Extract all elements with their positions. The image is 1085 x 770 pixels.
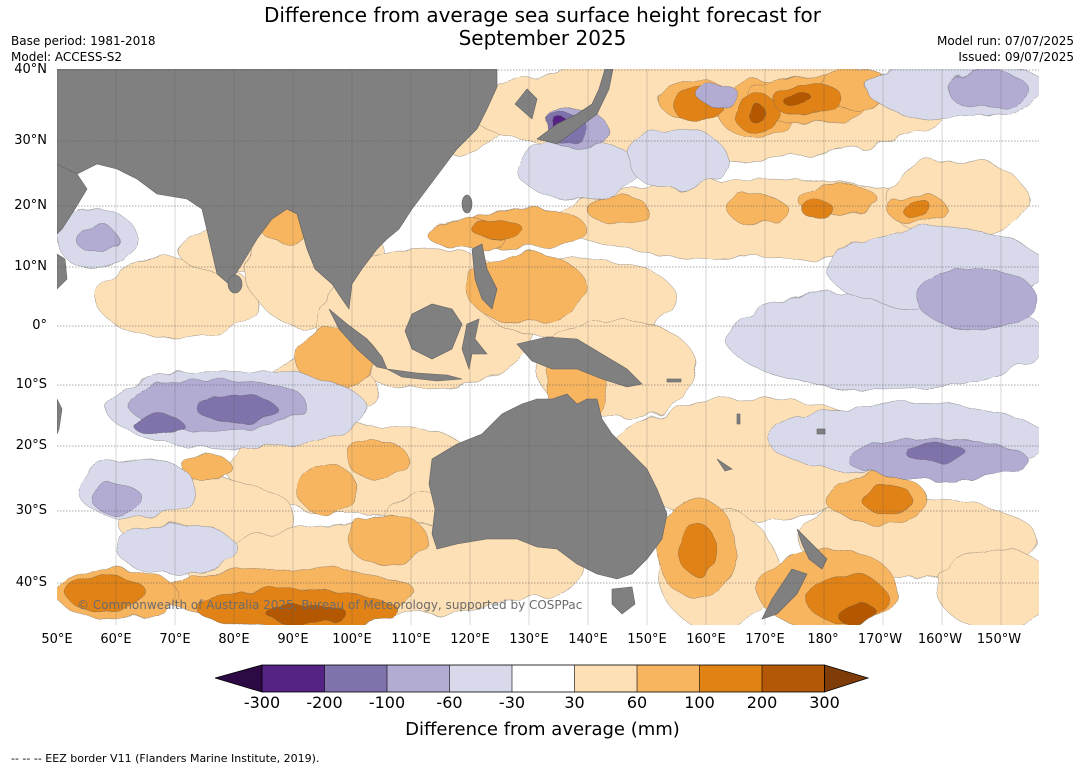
copyright-text: © Commonwealth of Australia 2025, Bureau… [77, 598, 583, 612]
colorbar-bin-3 [387, 665, 450, 692]
colorbar-bin-4 [449, 665, 512, 692]
borneo [404, 303, 463, 360]
lon-label-150e: 150°E [627, 632, 667, 647]
new-caledonia [716, 458, 733, 472]
colorbar-tick-200: 200 [746, 693, 778, 712]
lon-label-160w: 160°W [917, 632, 963, 647]
lon-label-130e: 130°E [509, 632, 549, 647]
lat-label-30n: 30°N [14, 133, 47, 148]
colorbar-bin-9 [762, 665, 825, 692]
lon-label-50e: 50°E [41, 632, 73, 647]
title-line-2: September 2025 [458, 26, 627, 50]
fiji [816, 428, 826, 435]
lat-label-20s: 20°S [15, 438, 47, 453]
base-period-text: Base period: 1981-2018 [11, 34, 156, 48]
model-info: Base period: 1981-2018 Model: ACCESS-S2 [11, 33, 156, 65]
lon-label-80e: 80°E [218, 632, 250, 647]
colorbar-tick-30: 30 [564, 693, 585, 712]
lat-label-equator: 0° [32, 318, 47, 333]
lat-label-10n: 10°N [14, 259, 47, 274]
korea-japan [514, 69, 614, 145]
africa-edge [57, 253, 68, 435]
lat-label-20n: 20°N [14, 198, 47, 213]
model-name-text: Model: ACCESS-S2 [11, 50, 123, 64]
lon-label-90e: 90°E [277, 632, 309, 647]
colorbar-tick-100: 100 [684, 693, 715, 712]
colorbar-tick-minus100: -100 [368, 693, 406, 712]
lon-label-140e: 140°E [568, 632, 608, 647]
eez-border-note: -- -- -- EEZ border V11 (Flanders Marine… [11, 752, 320, 765]
sea-surface-height-map [57, 69, 1039, 625]
lon-label-120e: 120°E [450, 632, 490, 647]
colorbar-extend-low [215, 664, 263, 693]
lat-label-10s: 10°S [15, 377, 47, 392]
lat-label-30s: 30°S [15, 503, 47, 518]
asia-landmass [57, 69, 498, 310]
run-info: Model run: 07/07/2025 Issued: 09/07/2025 [937, 33, 1074, 65]
title-line-1: Difference from average sea surface heig… [263, 3, 822, 27]
colorbar-bin-6 [574, 665, 637, 692]
java [386, 368, 463, 382]
lon-label-160e: 160°E [686, 632, 726, 647]
taiwan [461, 194, 473, 214]
colorbar-tick-60: 60 [626, 693, 648, 712]
australia [428, 393, 668, 580]
lon-label-170e: 170°E [745, 632, 785, 647]
colorbar-tick-minus30: -30 [498, 693, 526, 712]
colorbar-extend-high [824, 664, 870, 693]
sri-lanka [227, 274, 243, 294]
new-zealand-north [796, 528, 828, 570]
lon-label-100e: 100°E [332, 632, 372, 647]
lon-label-180: 180° [807, 632, 839, 647]
colorbar-title: Difference from average (mm) [405, 719, 680, 740]
colorbar-bin-2 [324, 665, 387, 692]
chart-title: Difference from average sea surface heig… [0, 4, 1085, 50]
lat-label-40n: 40°N [14, 62, 47, 77]
colorbar-bin-8 [699, 665, 762, 692]
new-guinea [516, 336, 643, 388]
lon-label-110e: 110°E [391, 632, 431, 647]
model-run-text: Model run: 07/07/2025 [936, 34, 1074, 48]
solomon-islands [666, 378, 682, 383]
lat-label-40s: 40°S [15, 575, 47, 590]
arabian-peninsula [57, 163, 88, 235]
vanuatu [736, 413, 741, 425]
colorbar-bin-7 [637, 665, 700, 692]
colorbar-tick-minus60: -60 [436, 693, 463, 712]
meridians [115, 69, 1002, 625]
colorbar-bin-1 [262, 665, 325, 692]
philippines [471, 243, 498, 310]
anomaly-minus200-minus100 [131, 113, 968, 465]
issued-date-text: Issued: 09/07/2025 [958, 50, 1074, 64]
lon-label-60e: 60°E [100, 632, 132, 647]
lon-label-170w: 170°W [857, 632, 903, 647]
sulawesi [461, 318, 488, 371]
tasmania [611, 586, 636, 615]
colorbar [215, 664, 870, 693]
new-zealand-south [761, 568, 808, 620]
colorbar-tick-minus300: -300 [243, 693, 281, 712]
lon-label-150w: 150°W [976, 632, 1022, 647]
colorbar-tick-minus200: -200 [306, 693, 343, 712]
colorbar-bin-5 [512, 665, 575, 692]
colorbar-tick-300: 300 [809, 693, 840, 712]
land-masses [57, 69, 828, 620]
lon-label-70e: 70°E [159, 632, 191, 647]
anomaly-200-300 [266, 90, 878, 625]
